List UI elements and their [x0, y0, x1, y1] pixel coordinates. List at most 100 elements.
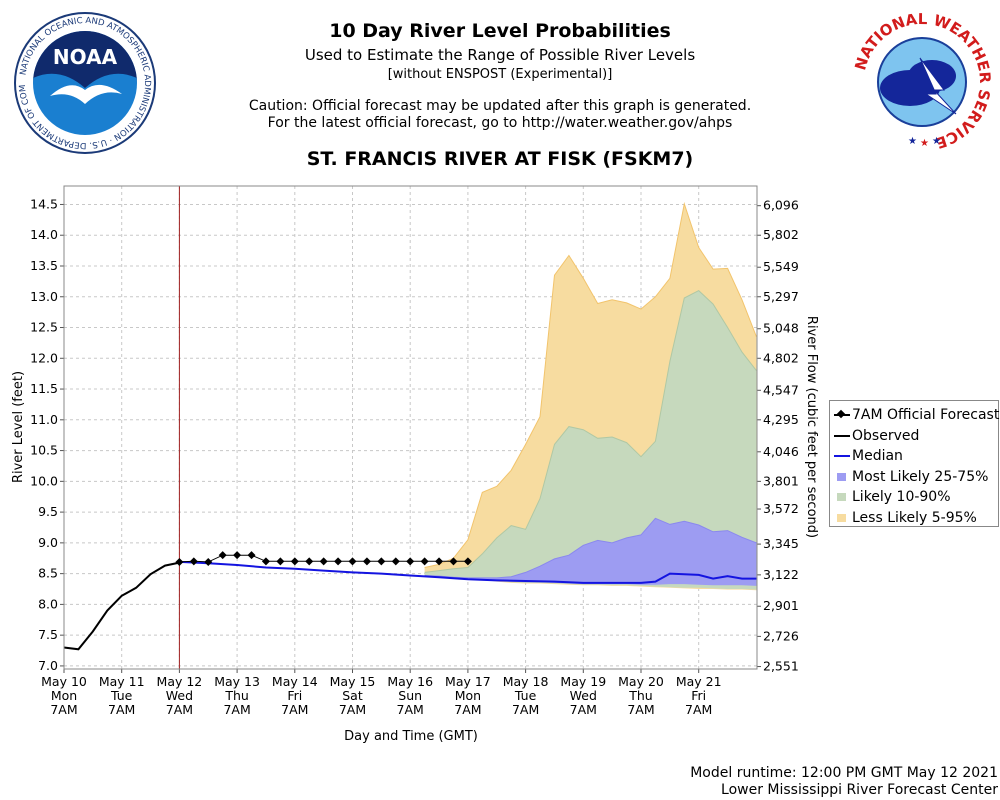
x-tick-label: Wed: [166, 688, 193, 703]
forecast-marker: [319, 557, 328, 566]
forecast-marker: [463, 557, 472, 566]
legend-label-likely: Likely 10-90%: [852, 489, 951, 506]
x-tick-label: 7AM: [627, 702, 654, 717]
x-tick-label: 7AM: [397, 702, 424, 717]
y-tick-label: 11.5: [30, 381, 58, 396]
forecast-marker: [247, 551, 256, 560]
y-tick-label: 8.0: [38, 596, 58, 611]
x-tick-label: Thu: [224, 688, 248, 703]
forecast-marker: [305, 557, 314, 566]
y-tick-label: 14.0: [30, 227, 58, 242]
band-most-likely-edge: [424, 517, 757, 579]
forecast-marker: [290, 557, 299, 566]
y2-tick-label: 6,096: [763, 198, 799, 213]
y-tick-label: 7.5: [38, 627, 58, 642]
observed-line: [63, 561, 180, 651]
y2-tick-label: 2,726: [763, 628, 799, 643]
legend-item-observed: Observed: [834, 426, 998, 447]
caution-line-1: Caution: Official forecast may be update…: [248, 98, 752, 114]
y2-tick-label: 3,801: [763, 473, 799, 488]
noaa-logo-text: NOAA: [53, 45, 118, 69]
band-likely-edge: [424, 289, 757, 573]
x-tick-label: 7AM: [281, 702, 308, 717]
x-axis-label: Day and Time (GMT): [344, 729, 478, 744]
diamond-marker-icon: [834, 409, 850, 421]
x-tick-label: Sat: [342, 688, 363, 703]
y2-tick-label: 5,802: [763, 227, 799, 242]
x-tick-label: Fri: [691, 688, 706, 703]
y2-axis-label: River Flow (cubic feet per second): [804, 316, 819, 538]
forecast-marker: [175, 557, 184, 566]
chart-title: 10 Day River Level Probabilities: [329, 20, 671, 42]
forecast-marker: [406, 557, 415, 566]
y-tick-label: 13.0: [30, 289, 58, 304]
legend-item-less-likely: Less Likely 5-95%: [834, 508, 998, 529]
forecast-marker: [334, 557, 343, 566]
y2-tick-label: 3,572: [763, 501, 799, 516]
legend-item-forecast: 7AM Official Forecast: [834, 405, 1000, 426]
line-swatch-icon: [834, 450, 850, 462]
x-tick-label: Mon: [455, 688, 481, 703]
probability-bands: [424, 201, 757, 591]
forecast-marker: [189, 557, 198, 566]
y2-tick-label: 2,551: [763, 659, 799, 674]
box-swatch-icon: [834, 512, 850, 524]
box-swatch-icon: [834, 491, 850, 503]
forecast-center: Lower Mississippi River Forecast Center: [721, 782, 998, 798]
x-tick-label: Thu: [628, 688, 652, 703]
chart-subtitle: Used to Estimate the Range of Possible R…: [304, 46, 696, 64]
y-tick-label: 10.0: [30, 473, 58, 488]
plot-border: [63, 185, 758, 670]
x-tick-label: Sun: [398, 688, 422, 703]
model-runtime: Model runtime: 12:00 PM GMT May 12 2021: [690, 765, 998, 781]
y-tick-label: 9.5: [38, 504, 58, 519]
x-tick-label: May 19: [560, 674, 606, 689]
y2-tick-label: 4,802: [763, 350, 799, 365]
forecast-marker: [261, 557, 270, 566]
forecast-marker: [362, 557, 371, 566]
x-tick-label: May 16: [387, 674, 433, 689]
forecast-marker: [233, 551, 242, 560]
x-tick-label: May 20: [618, 674, 664, 689]
forecast-marker: [218, 551, 227, 560]
x-tick-label: 7AM: [223, 702, 250, 717]
y2-tick-label: 5,048: [763, 321, 799, 336]
forecast-marker: [377, 557, 386, 566]
noaa-logo: NATIONAL OCEANIC AND ATMOSPHERIC ADMINIS…: [10, 8, 156, 154]
x-tick-label: May 17: [445, 674, 491, 689]
legend-item-median: Median: [834, 446, 998, 467]
forecast-marker: [435, 557, 444, 566]
x-tick-label: Tue: [110, 688, 133, 703]
y-tick-label: 12.0: [30, 350, 58, 365]
legend-label-forecast: 7AM Official Forecast: [852, 407, 1000, 424]
caution-line-2: For the latest official forecast, go to …: [267, 115, 733, 131]
y-tick-label: 7.0: [38, 658, 58, 673]
y2-tick-label: 3,345: [763, 536, 799, 551]
x-tick-label: 7AM: [166, 702, 193, 717]
legend-label-observed: Observed: [852, 427, 920, 444]
x-tick-label: May 13: [214, 674, 260, 689]
x-tick-label: May 10: [41, 674, 87, 689]
y2-tick-label: 2,901: [763, 598, 799, 613]
forecast-marker: [348, 557, 357, 566]
forecast-marker: [391, 557, 400, 566]
x-tick-label: May 11: [99, 674, 145, 689]
y-tick-label: 10.5: [30, 443, 58, 458]
nws-logo: NATIONAL WEATHER SERVICE ★ ★ ★: [852, 10, 992, 152]
y2-tick-label: 5,297: [763, 289, 799, 304]
forecast-markers: [175, 551, 472, 566]
x-tick-label: Mon: [51, 688, 77, 703]
x-tick-label: 7AM: [570, 702, 597, 717]
legend-label-most-likely: Most Likely 25-75%: [852, 468, 989, 485]
svg-text:★: ★: [932, 136, 941, 147]
y2-tick-label: 3,122: [763, 567, 799, 582]
forecast-marker: [420, 557, 429, 566]
y-tick-label: 8.5: [38, 566, 58, 581]
svg-text:★: ★: [908, 136, 917, 147]
legend-item-likely: Likely 10-90%: [834, 487, 998, 508]
x-tick-label: May 15: [330, 674, 376, 689]
line-swatch-icon: [834, 430, 850, 442]
x-tick-label: 7AM: [512, 702, 539, 717]
y-tick-label: 12.5: [30, 320, 58, 335]
